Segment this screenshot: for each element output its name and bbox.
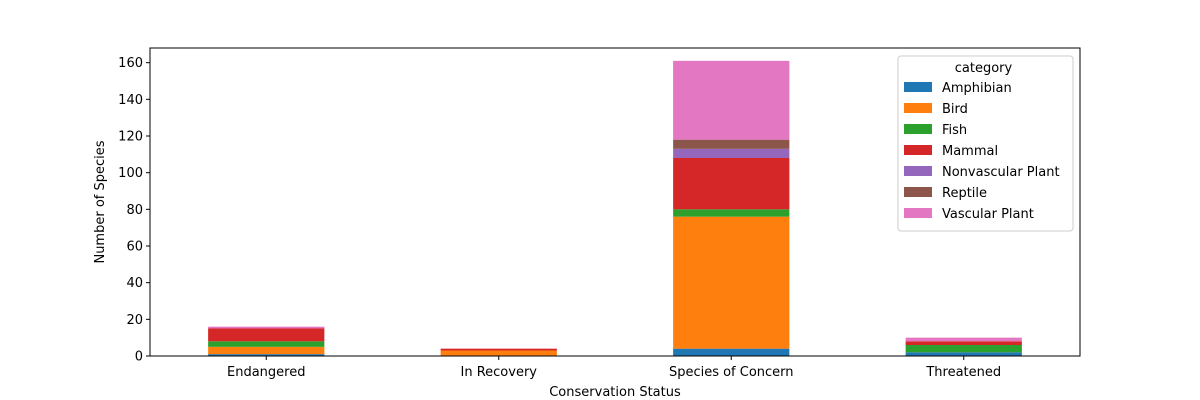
legend-swatch xyxy=(904,82,932,92)
bar-endangered-bird xyxy=(208,346,325,355)
legend-swatch xyxy=(904,124,932,134)
legend-entry: Vascular Plant xyxy=(942,207,1034,222)
legend-entry: Mammal xyxy=(942,144,998,159)
bar-endangered-mammal xyxy=(208,328,325,342)
y-tick-label: 40 xyxy=(126,276,143,291)
legend-title: category xyxy=(955,61,1013,76)
axes-layer: Endangered In Recovery Species of Concern T… xyxy=(118,47,1081,380)
x-axis-label: Conservation Status xyxy=(549,385,681,400)
plot-frame xyxy=(149,47,1081,357)
y-tick-label: 120 xyxy=(118,130,143,145)
bar-in-recovery-bird xyxy=(440,350,557,356)
y-tick-label: 20 xyxy=(126,313,143,328)
x-tick-label: Species of Concern xyxy=(669,365,794,380)
bar-species-of-concern-bird xyxy=(673,216,790,349)
y-tick-label: 140 xyxy=(118,93,143,108)
bar-species-of-concern-reptile xyxy=(673,139,790,149)
y-tick-label: 160 xyxy=(118,56,143,71)
legend-swatch xyxy=(904,208,932,218)
bar-species-of-concern-mammal xyxy=(673,158,790,210)
bar-species-of-concern-amphibian xyxy=(673,348,790,356)
bar-endangered-fish xyxy=(208,341,325,347)
legend: category Amphibian Bird Fish Mammal Nonvascul… xyxy=(897,55,1074,232)
x-tick-label: Threatened xyxy=(925,365,1001,380)
legend-swatch xyxy=(904,103,932,113)
legend-entry: Amphibian xyxy=(942,81,1012,96)
bar-threatened-vascular-plant xyxy=(905,337,1022,342)
bar-threatened-amphibian xyxy=(905,352,1022,356)
y-axis-label: Number of Species xyxy=(93,140,108,263)
x-tick-label: In Recovery xyxy=(461,365,538,380)
bar-species-of-concern-fish xyxy=(673,209,790,217)
legend-entry: Fish xyxy=(942,123,967,138)
bar-in-recovery-mammal xyxy=(440,348,557,351)
bar-threatened-fish xyxy=(905,345,1022,353)
y-tick-label: 60 xyxy=(126,240,143,255)
legend-entry: Nonvascular Plant xyxy=(942,165,1060,180)
bars-layer xyxy=(208,60,1022,356)
x-tick-label: Endangered xyxy=(227,365,305,380)
y-tick-label: 80 xyxy=(126,203,143,218)
bar-species-of-concern-nonvascular-plant xyxy=(673,148,790,158)
legend-entry: Reptile xyxy=(942,186,987,201)
bar-endangered-vascular-plant xyxy=(208,326,325,329)
legend-box xyxy=(897,55,1074,232)
bar-endangered-amphibian xyxy=(208,354,325,356)
y-tick-label: 0 xyxy=(135,350,143,365)
y-tick-label: 100 xyxy=(118,166,143,181)
legend-swatch xyxy=(904,187,932,197)
bar-species-of-concern-vascular-plant xyxy=(673,60,790,140)
legend-swatch xyxy=(904,145,932,155)
legend-swatch xyxy=(904,166,932,176)
bar-threatened-mammal xyxy=(905,341,1022,345)
legend-entry: Bird xyxy=(942,102,968,117)
